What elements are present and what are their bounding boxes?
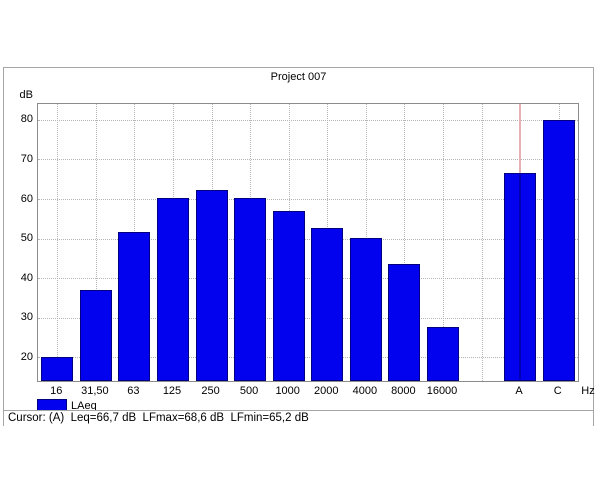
x-tick-label-2000: 2000: [314, 385, 339, 397]
y-tick-label: 60: [20, 192, 33, 205]
x-tick-label-16: 16: [50, 385, 63, 397]
y-tick-label: 30: [20, 311, 33, 324]
cursor-line[interactable]: [519, 104, 522, 173]
x-tick-label-500: 500: [239, 385, 259, 397]
y-tick-label: 50: [20, 232, 33, 244]
vertical-gridline: [443, 104, 444, 381]
x-tick-label-16000: 16000: [426, 385, 458, 397]
bar-31,50[interactable]: [79, 290, 112, 381]
horizontal-gridline: [38, 278, 578, 280]
x-tick-label-8000: 8000: [391, 385, 416, 397]
horizontal-gridline: [38, 317, 578, 319]
bar-500[interactable]: [234, 198, 267, 381]
y-tick-label: 70: [20, 152, 33, 165]
bar-2000[interactable]: [311, 227, 344, 381]
x-tick-label-31,50: 31,50: [81, 385, 109, 397]
chart-title: Project 007: [270, 71, 327, 83]
bar-8000[interactable]: [388, 264, 421, 381]
legend-series-label: LAeq: [71, 399, 97, 412]
x-tick-label-1000: 1000: [275, 385, 300, 397]
plot-area[interactable]: [37, 103, 579, 382]
y-tick-label: 80: [20, 113, 33, 126]
cursor-readout-text: Cursor: (A) Leq=66,7 dB LFmax=68,6 dB LF…: [8, 412, 309, 424]
horizontal-gridline: [38, 199, 578, 200]
vertical-gridline: [404, 104, 406, 381]
y-axis-unit-label: dB: [19, 89, 33, 101]
x-tick-label-250: 250: [201, 385, 220, 397]
bar-4000[interactable]: [349, 238, 382, 381]
bar-125[interactable]: [157, 198, 189, 381]
x-tick-label-C: C: [553, 385, 562, 397]
horizontal-gridline: [38, 159, 578, 161]
horizontal-gridline: [38, 357, 578, 359]
x-axis-unit-label: Hz: [581, 385, 595, 397]
cursor-line-on-bar[interactable]: [519, 172, 522, 381]
x-tick-label-4000: 4000: [352, 385, 378, 397]
bar-250[interactable]: [195, 189, 228, 381]
x-tick-label-A: A: [515, 385, 523, 397]
bar-63[interactable]: [118, 231, 151, 381]
bar-C[interactable]: [542, 119, 575, 381]
x-tick-label-125: 125: [162, 385, 182, 397]
y-tick-label: 20: [20, 350, 33, 363]
x-tick-label-63: 63: [127, 385, 140, 397]
vertical-gridline: [95, 104, 97, 381]
vertical-gridline: [481, 104, 483, 381]
cursor-status-bar: Cursor: (A) Leq=66,7 dB LFmax=68,6 dB LF…: [4, 410, 593, 426]
horizontal-gridline: [38, 238, 578, 240]
y-tick-label: 40: [20, 271, 33, 284]
vertical-gridline: [57, 104, 59, 381]
horizontal-gridline: [38, 119, 578, 121]
measurement-chart-panel: Project 007 dB 20 30 40 50 60 70 80 16 31,50 63 1…: [3, 67, 595, 426]
bar-1000[interactable]: [272, 211, 305, 381]
bar-16[interactable]: [41, 357, 74, 381]
bar-16000[interactable]: [427, 327, 459, 381]
